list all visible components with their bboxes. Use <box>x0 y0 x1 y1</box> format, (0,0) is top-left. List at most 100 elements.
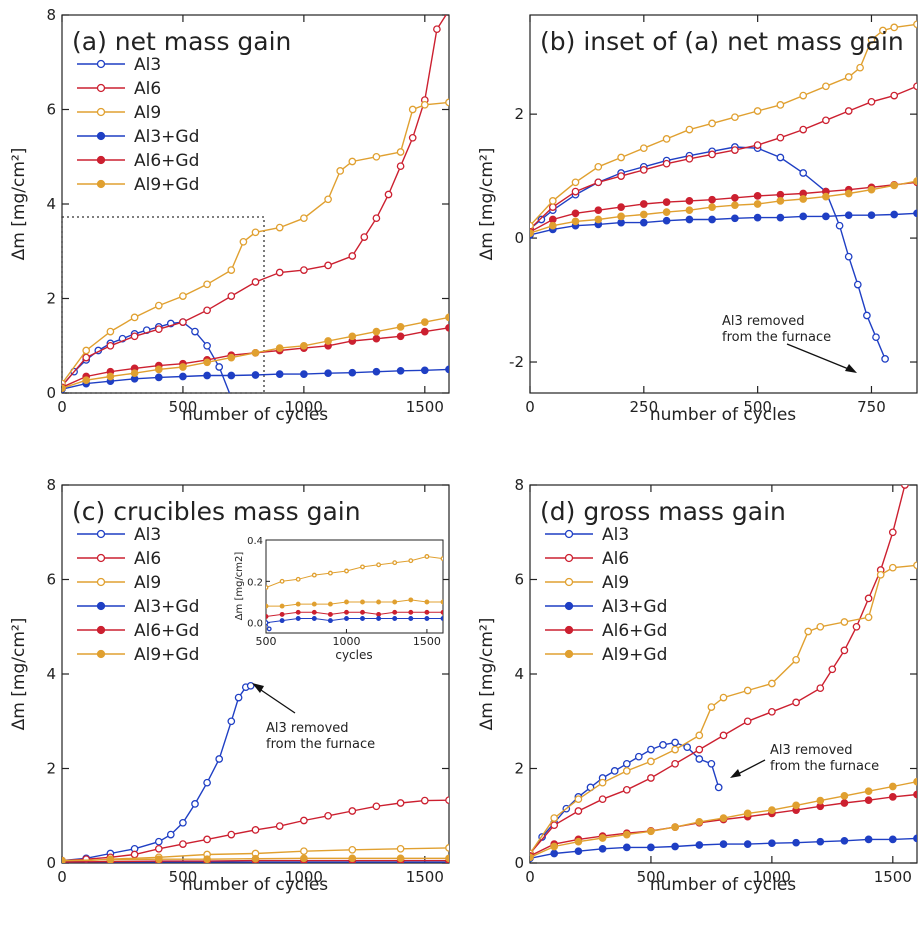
data-point <box>598 844 607 853</box>
data-point <box>227 353 236 362</box>
data-point <box>396 366 405 375</box>
data-point <box>348 807 357 815</box>
inset-data-point <box>392 560 398 566</box>
data-point <box>396 332 405 341</box>
data-point <box>768 707 776 716</box>
series-line-al9 <box>62 101 449 385</box>
data-point <box>215 363 224 371</box>
legend-marker <box>96 155 106 165</box>
x-tick-label: 1000 <box>285 398 323 416</box>
data-point <box>881 355 889 363</box>
axes-ticks: 0 500 1000 1500 0 2 4 6 8 <box>46 6 449 416</box>
x-tick-label: 500 <box>743 398 772 416</box>
data-point <box>695 755 704 763</box>
data-point <box>179 372 187 381</box>
x-tick-label: 250 <box>630 398 659 416</box>
x-tick-label: 1500 <box>406 868 444 886</box>
inset-axes-ticks: 500 1000 1500 0.0 0.2 0.4 <box>247 536 441 648</box>
y-tick-label: 0 <box>46 854 56 872</box>
data-point <box>300 854 308 863</box>
data-point <box>106 341 115 350</box>
data-point <box>227 717 236 726</box>
annotation: Al3 removed from the furnace <box>730 743 879 778</box>
data-point <box>840 618 849 626</box>
data-point <box>275 344 284 352</box>
data-point <box>822 82 830 91</box>
series-line-al3 <box>530 146 886 360</box>
data-point <box>203 371 211 380</box>
x-tick-label: 1000 <box>285 868 323 886</box>
inset-background <box>265 539 444 634</box>
data-point <box>550 814 559 822</box>
data-point <box>743 717 752 726</box>
data-point <box>799 125 808 134</box>
inset-data-point <box>440 556 443 562</box>
data-point <box>530 221 534 230</box>
x-tick-label: 0 <box>525 868 535 886</box>
data-point <box>695 731 704 740</box>
annotation-line1: Al3 removed <box>770 743 853 758</box>
data-point <box>445 365 449 374</box>
chart-title: (c) crucibles mass gain <box>72 497 361 526</box>
y-axis-label: Δm [mg/cm²] <box>477 618 497 731</box>
data-point <box>617 218 625 227</box>
inset-data-point <box>279 603 285 609</box>
inset-data-point <box>424 616 430 621</box>
data-point <box>879 26 887 35</box>
annotation-arrow <box>786 343 852 371</box>
data-point <box>594 162 603 171</box>
data-point <box>719 731 728 740</box>
inset-data-point <box>279 578 285 584</box>
data-point <box>420 366 429 375</box>
data-point <box>768 806 776 814</box>
data-point <box>671 823 679 831</box>
data-point <box>594 206 603 215</box>
data-point <box>228 395 234 401</box>
inset-data-point <box>408 558 414 564</box>
inset-data-point <box>266 626 272 632</box>
data-point <box>647 827 655 836</box>
data-point <box>872 333 880 342</box>
data-point <box>598 778 607 787</box>
inset-data-point <box>266 603 269 609</box>
data-point <box>154 855 163 863</box>
data-point <box>888 528 897 537</box>
data-point <box>876 570 885 579</box>
data-point <box>822 212 830 221</box>
y-tick-label: 8 <box>514 476 524 494</box>
inset-data-point <box>311 572 317 578</box>
inset-data-point <box>266 585 269 590</box>
data-point <box>708 195 716 204</box>
data-point <box>348 845 357 854</box>
data-point <box>634 752 643 761</box>
data-point <box>867 185 876 194</box>
data-point <box>246 681 255 690</box>
legend-label: Al3+Gd <box>134 597 199 617</box>
annotation-line1: Al3 removed <box>266 721 349 736</box>
data-point <box>324 369 332 378</box>
legend-marker <box>96 553 106 563</box>
data-point <box>840 836 849 845</box>
data-point <box>396 162 405 171</box>
data-point <box>639 210 648 219</box>
inset-y-tick-label: 0.0 <box>247 619 263 630</box>
inset-data-point <box>295 601 301 607</box>
data-point <box>203 306 211 315</box>
data-point <box>548 221 557 230</box>
data-point <box>753 200 762 208</box>
data-point <box>731 193 739 202</box>
data-point <box>864 787 873 796</box>
data-point <box>227 371 236 380</box>
y-axis-label: Δm [mg/cm²] <box>477 148 497 261</box>
data-point <box>445 98 449 107</box>
data-point <box>537 215 546 224</box>
data-point <box>336 167 345 175</box>
annotation-line2: from the furnace <box>266 737 375 752</box>
data-point <box>888 835 897 844</box>
y-tick-label: 4 <box>514 665 524 683</box>
data-point <box>852 622 861 631</box>
data-point <box>913 561 917 570</box>
data-point <box>324 261 332 270</box>
